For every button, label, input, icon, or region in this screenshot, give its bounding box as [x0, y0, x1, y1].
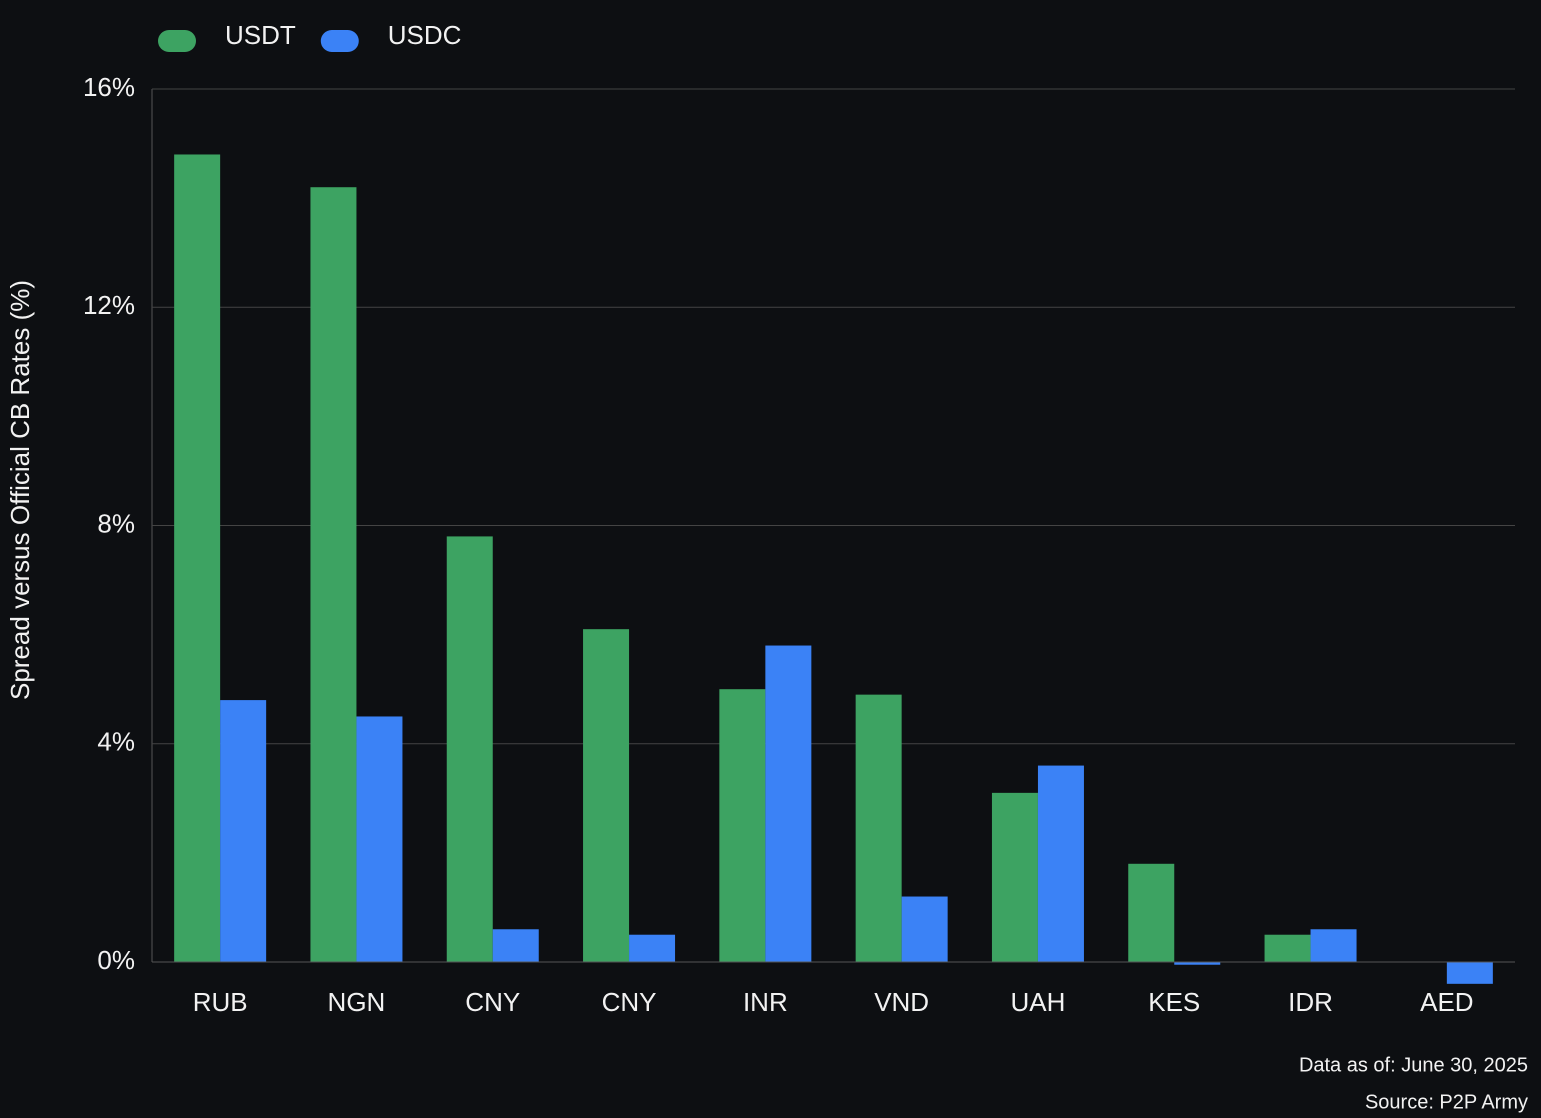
x-tick-label: VND — [874, 987, 929, 1017]
bar — [492, 929, 539, 962]
bar — [901, 896, 948, 962]
legend-swatch — [320, 30, 359, 52]
legend-label: USDC — [388, 20, 462, 50]
bar — [629, 934, 676, 962]
y-tick-label: 8% — [97, 508, 135, 538]
y-tick-label: 12% — [83, 290, 135, 320]
x-tick-label: IDR — [1288, 987, 1333, 1017]
note: Data as of: June 30, 2025 — [1299, 1054, 1528, 1076]
bar — [1310, 929, 1357, 962]
x-tick-label: CNY — [465, 987, 520, 1017]
bar — [220, 700, 267, 962]
bar — [1446, 962, 1493, 984]
bar — [991, 792, 1038, 962]
x-tick-label: CNY — [602, 987, 657, 1017]
x-tick-label: RUB — [193, 987, 248, 1017]
y-axis-label: Spread versus Official CB Rates (%) — [5, 280, 35, 700]
x-tick-label: AED — [1420, 987, 1473, 1017]
x-tick-label: NGN — [328, 987, 386, 1017]
x-tick-label: KES — [1148, 987, 1200, 1017]
bar — [765, 645, 812, 962]
bar — [446, 536, 493, 962]
note: Source: P2P Army — [1365, 1091, 1528, 1113]
bar — [356, 716, 403, 962]
bar — [174, 154, 221, 963]
y-tick-label: 0% — [97, 945, 135, 975]
y-tick-label: 16% — [83, 72, 135, 102]
bar — [1264, 934, 1311, 962]
bar — [1037, 765, 1084, 962]
y-tick-label: 4% — [97, 727, 135, 757]
bar — [310, 187, 357, 962]
bar — [583, 629, 630, 962]
legend-swatch — [158, 30, 196, 52]
bar — [719, 689, 766, 962]
bar — [855, 694, 902, 962]
bar — [1174, 962, 1221, 965]
x-tick-label: INR — [743, 987, 788, 1017]
bar — [1128, 863, 1175, 962]
x-tick-label: UAH — [1010, 987, 1065, 1017]
legend-label: USDT — [225, 20, 296, 50]
